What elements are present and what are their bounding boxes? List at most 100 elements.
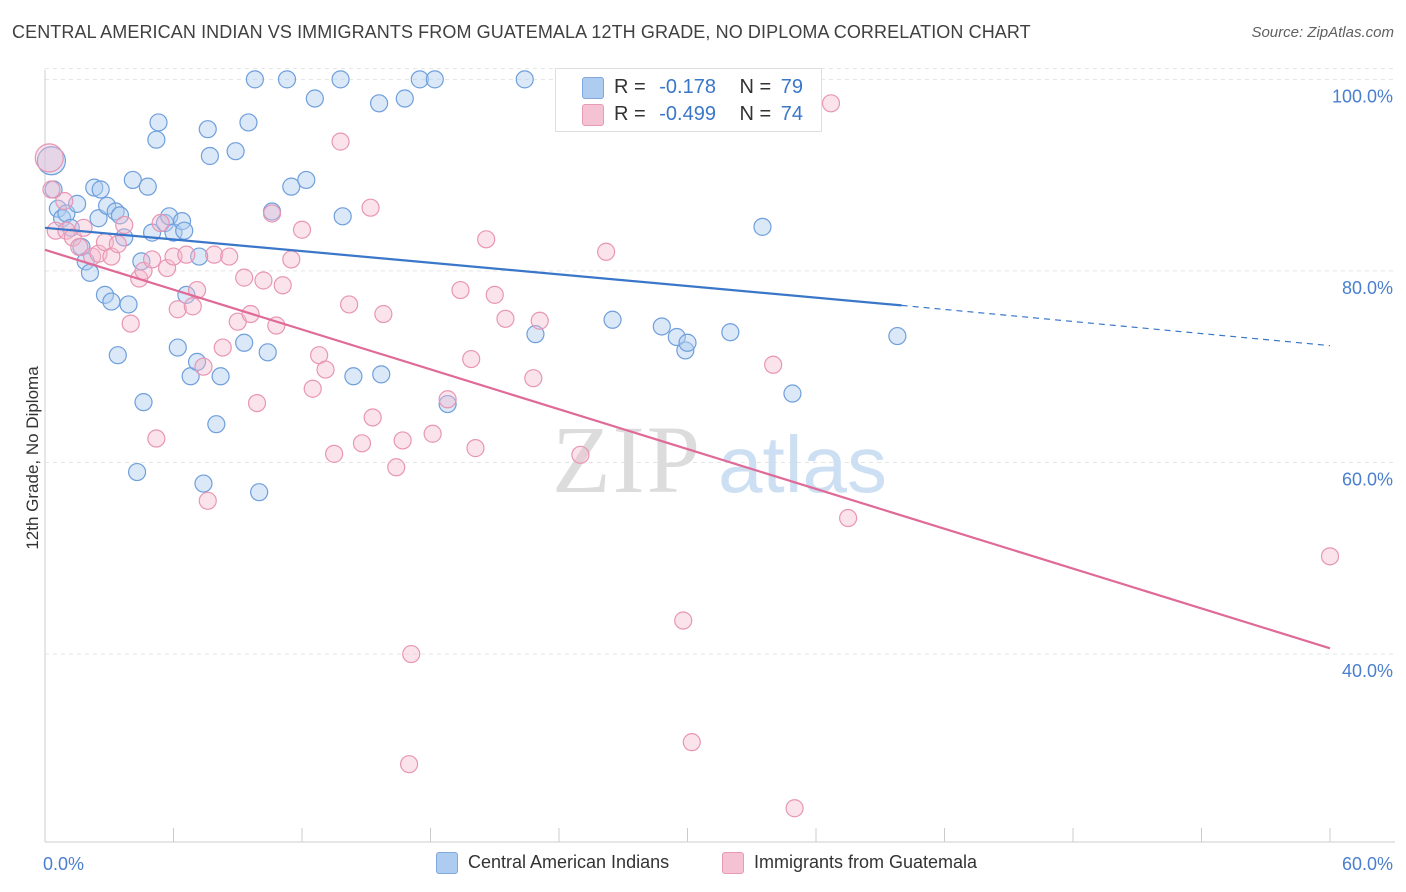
legend-swatch-blue xyxy=(582,77,604,99)
data-point-blue xyxy=(194,474,213,493)
source-label: Source: ZipAtlas.com xyxy=(1251,24,1394,41)
data-point-blue xyxy=(80,263,100,282)
data-point-pink xyxy=(42,180,61,199)
data-point-blue xyxy=(667,327,686,347)
watermark: ZIP atlas xyxy=(552,406,887,513)
data-point-blue xyxy=(239,113,258,132)
data-point-pink xyxy=(402,644,421,664)
data-point-pink xyxy=(325,444,344,463)
data-point-pink xyxy=(821,94,841,113)
data-point-blue xyxy=(297,170,316,190)
data-point-blue xyxy=(305,89,324,108)
data-point-pink xyxy=(496,309,515,328)
data-point-pink xyxy=(524,369,543,388)
y-tick-label: 80.0% xyxy=(1342,278,1393,298)
data-point-pink xyxy=(438,390,457,409)
data-point-blue xyxy=(102,292,121,311)
data-point-pink xyxy=(142,250,162,269)
data-point-pink xyxy=(530,311,549,330)
data-point-pink xyxy=(316,360,335,379)
bottom-legend-swatch-pink xyxy=(722,852,744,875)
data-point-pink xyxy=(213,338,232,357)
data-point-pink xyxy=(764,355,783,374)
data-point-pink xyxy=(485,285,504,304)
watermark-atlas: atlas xyxy=(718,420,887,509)
data-point-blue xyxy=(410,70,429,89)
data-point-pink xyxy=(363,408,382,427)
data-point-pink xyxy=(399,755,419,774)
data-point-blue xyxy=(211,367,230,386)
data-point-blue xyxy=(721,323,740,342)
data-point-pink xyxy=(597,242,616,261)
data-point-pink xyxy=(108,235,127,254)
data-point-blue xyxy=(226,142,245,161)
data-point-blue xyxy=(395,89,414,108)
data-point-blue xyxy=(138,177,157,196)
data-point-pink xyxy=(282,250,301,269)
data-point-pink xyxy=(462,349,481,369)
data-point-pink xyxy=(785,799,804,818)
data-point-blue xyxy=(370,94,389,113)
x-tick-label: 60.0% xyxy=(1342,854,1393,874)
data-point-pink xyxy=(352,434,372,453)
data-point-blue xyxy=(344,367,363,386)
data-point-blue xyxy=(515,70,534,89)
data-point-blue xyxy=(177,285,196,304)
data-point-blue xyxy=(110,206,130,225)
data-point-pink xyxy=(121,314,140,333)
data-point-blue xyxy=(119,295,138,314)
legend-r-label: R = xyxy=(614,103,646,125)
data-point-pink xyxy=(387,458,406,477)
data-point-blue xyxy=(91,180,110,199)
data-point-pink xyxy=(115,215,134,235)
data-point-blue xyxy=(438,394,457,414)
data-point-blue xyxy=(127,462,147,482)
data-point-blue xyxy=(526,325,545,344)
chart-title: CENTRAL AMERICAN INDIAN VS IMMIGRANTS FR… xyxy=(12,22,1031,42)
data-point-pink xyxy=(194,357,213,376)
data-point-blue xyxy=(134,393,153,412)
data-point-blue xyxy=(123,170,142,190)
y-tick-label: 60.0% xyxy=(1342,469,1393,489)
data-point-blue xyxy=(200,146,220,166)
data-point-pink xyxy=(34,143,64,173)
data-point-pink xyxy=(46,221,65,240)
data-point-blue xyxy=(245,70,264,89)
data-point-blue xyxy=(888,326,907,346)
data-point-blue xyxy=(147,130,166,149)
data-point-blue xyxy=(258,343,277,362)
data-point-pink xyxy=(1320,547,1340,566)
data-point-blue xyxy=(168,338,187,357)
data-point-blue xyxy=(95,285,115,304)
bottom-legend-blue: Central American Indians xyxy=(436,852,670,875)
x-tick-label: 0.0% xyxy=(43,854,84,874)
data-point-blue xyxy=(235,333,254,352)
watermark-zip: ZIP xyxy=(552,406,702,513)
data-point-blue xyxy=(333,207,352,226)
data-point-blue xyxy=(85,178,104,197)
data-point-blue xyxy=(149,113,168,132)
legend-r-value: -0.178 xyxy=(659,76,716,98)
data-point-pink xyxy=(151,213,170,233)
data-point-pink xyxy=(70,237,89,257)
data-point-blue xyxy=(115,228,134,247)
data-point-blue xyxy=(175,221,194,240)
legend-n-value: 79 xyxy=(780,76,804,98)
legend-r-label: R = xyxy=(614,76,646,98)
data-point-pink xyxy=(254,271,273,290)
data-point-blue xyxy=(198,120,217,139)
bottom-legend-label-blue: Central American Indians xyxy=(468,852,670,872)
data-point-pink xyxy=(183,297,202,316)
bottom-legend-pink: Immigrants from Guatemala xyxy=(722,852,977,875)
data-point-pink xyxy=(198,491,217,510)
data-point-pink xyxy=(374,304,393,324)
data-point-pink xyxy=(220,247,239,266)
y-tick-label: 100.0% xyxy=(1332,86,1393,106)
data-point-pink xyxy=(340,295,359,314)
data-point-blue xyxy=(108,346,127,365)
data-point-blue xyxy=(282,177,301,196)
legend-row-blue: R = -0.178 N = 79 xyxy=(614,76,803,99)
trend-line-blue xyxy=(44,226,902,307)
data-point-pink xyxy=(262,204,282,223)
data-point-pink xyxy=(571,445,590,464)
